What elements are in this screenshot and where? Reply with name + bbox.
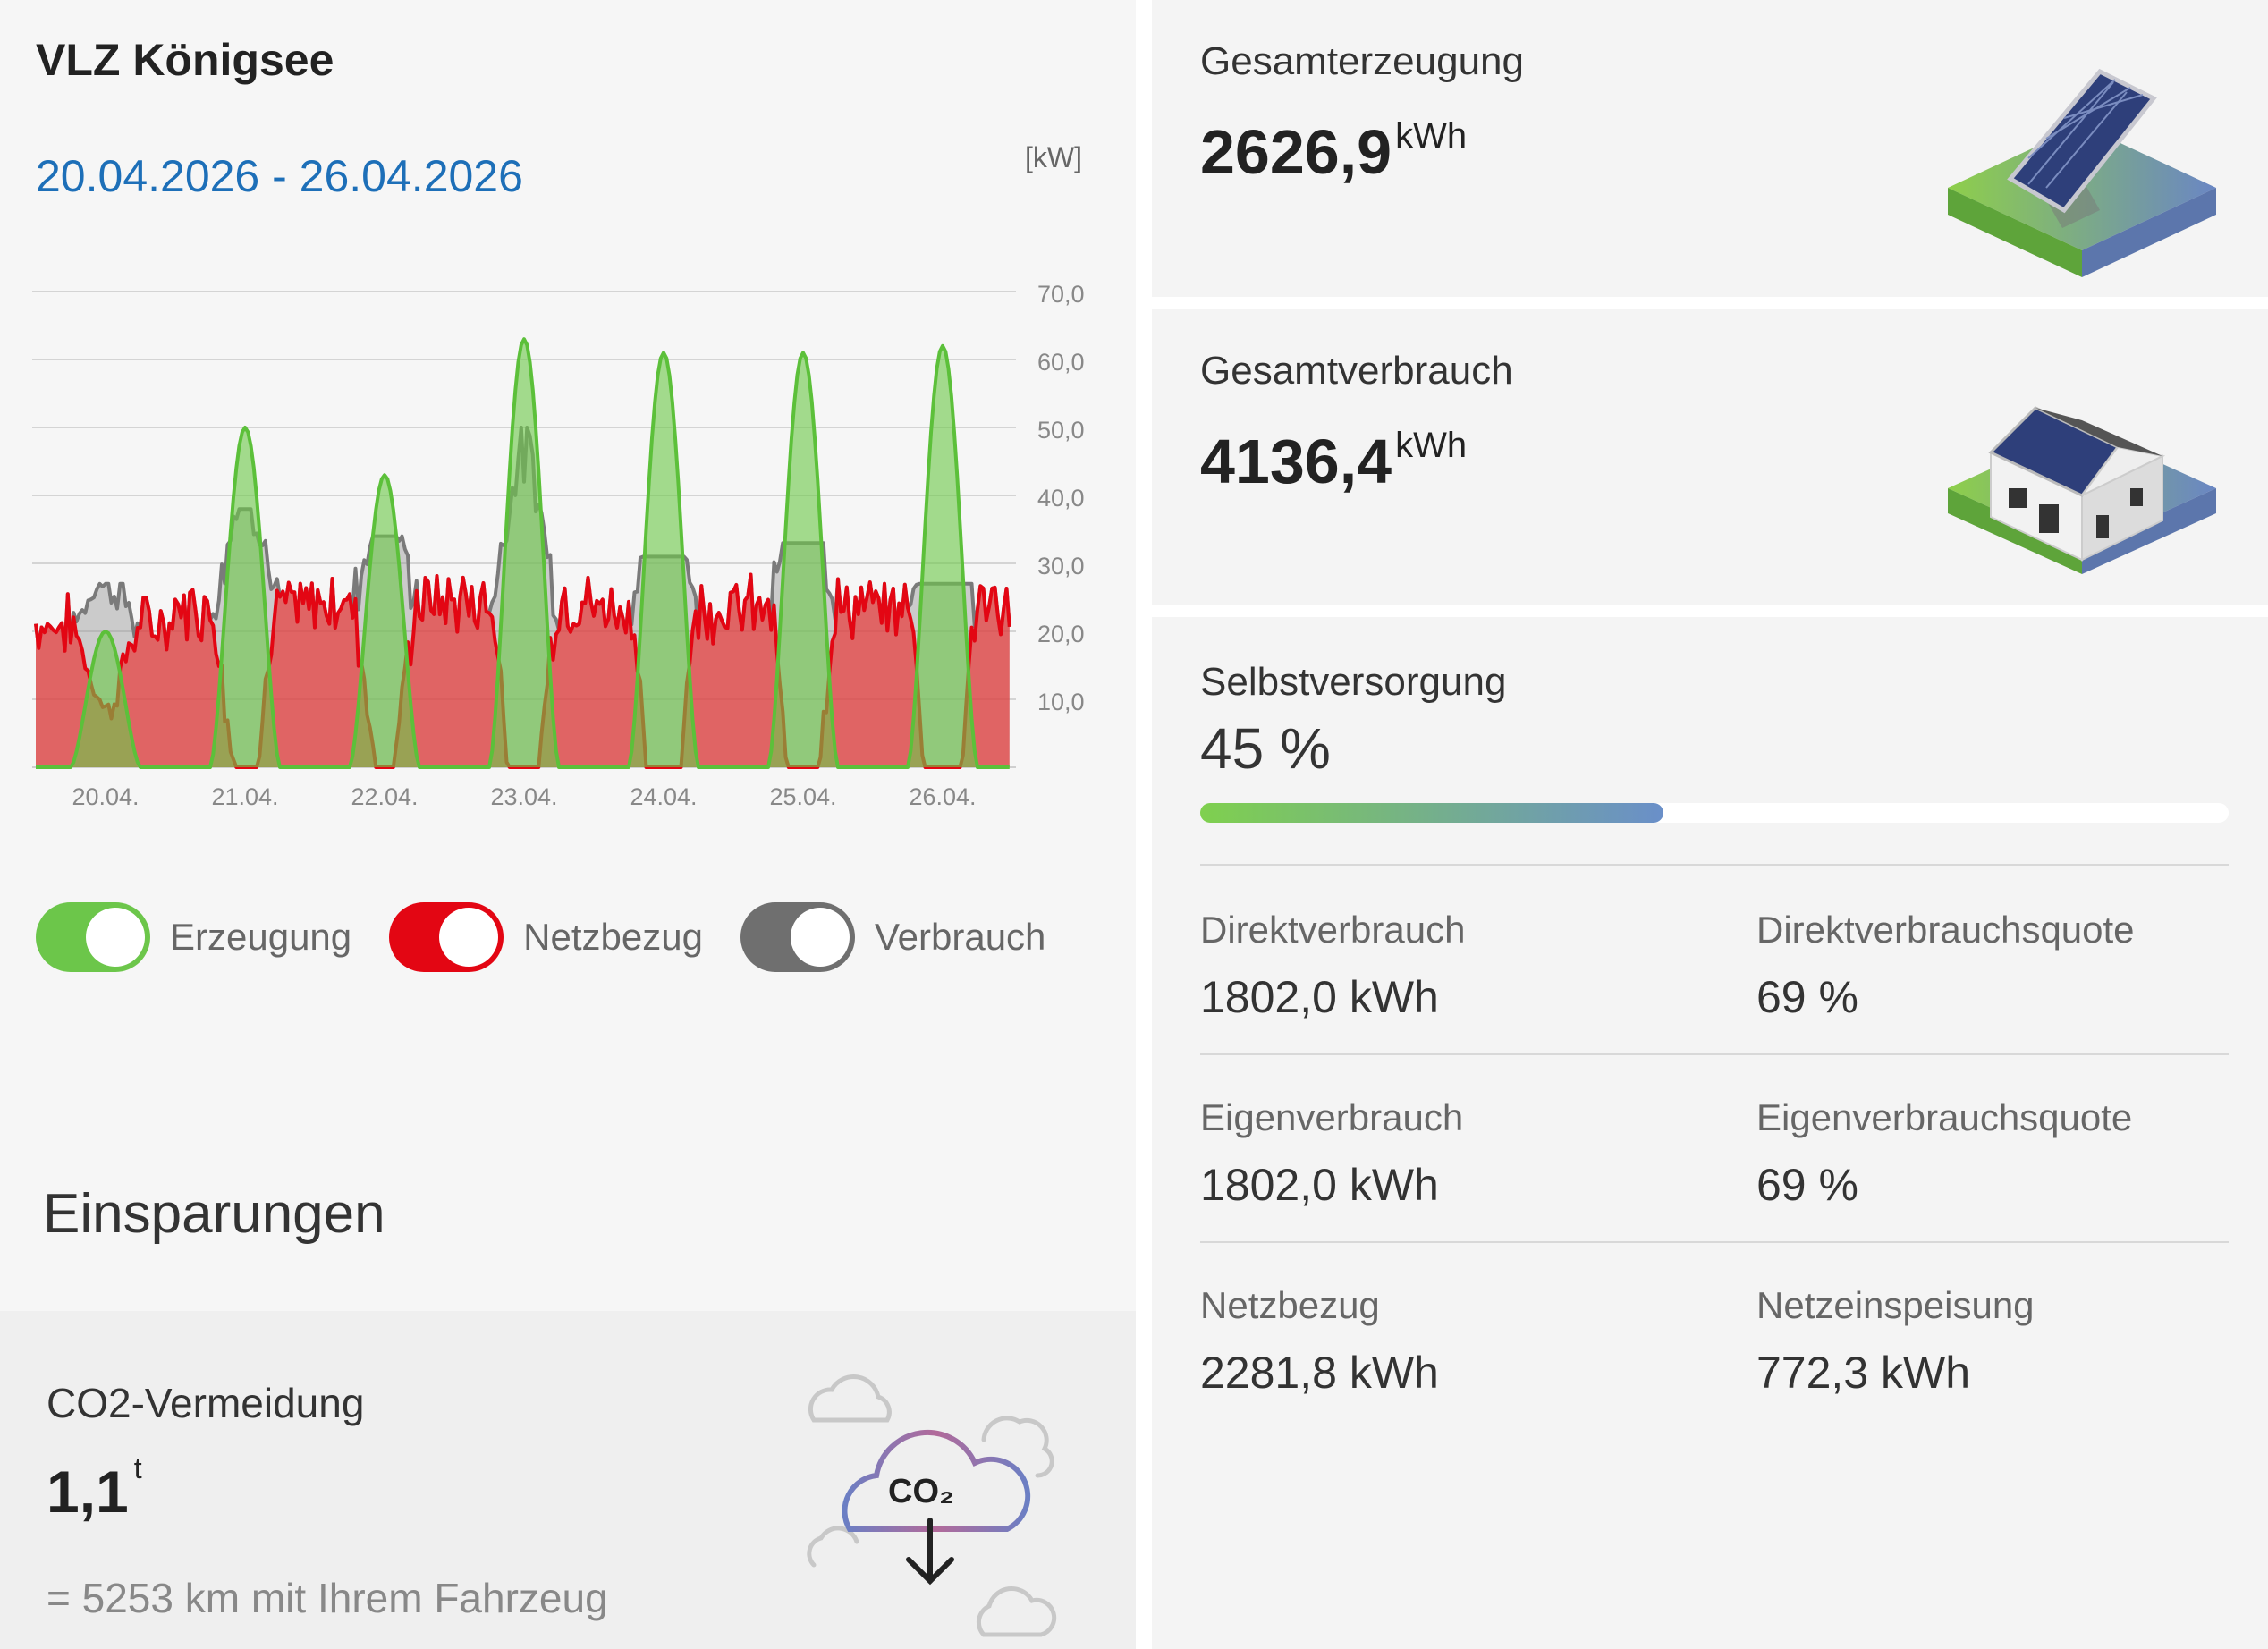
self-supply-value: 45 % — [1200, 716, 1331, 781]
divider — [1200, 1053, 2229, 1055]
date-range[interactable]: 20.04.2026 - 26.04.2026 — [36, 151, 523, 201]
left-panel: VLZ Königsee 20.04.2026 - 26.04.2026 [kW… — [0, 35, 1136, 1649]
x-tick-label: 24.04. — [630, 783, 697, 810]
co2-clouds-icon: CO₂ — [807, 1374, 1057, 1637]
self-supply-progress-bar — [1200, 803, 2229, 823]
y-tick-label: 50,0 — [1037, 417, 1085, 444]
power-chart[interactable]: 70,0 60,0 50,0 40,0 30,0 20,0 10,0 20.04. 21.04… — [0, 259, 1109, 832]
direct-consumption-label: Direktverbrauch — [1200, 909, 1466, 951]
x-tick-label: 26.04. — [909, 783, 976, 810]
y-tick-label: 10,0 — [1037, 689, 1085, 715]
x-tick-label: 25.04. — [769, 783, 836, 810]
co2-equivalent: = 5253 km mit Ihrem Fahrzeug — [47, 1575, 608, 1621]
right-panel: Gesamterzeugung 2626,9 kWh Gesamtverb — [1152, 0, 2268, 1649]
direct-consumption-value: 1802,0 kWh — [1200, 972, 1439, 1022]
legend-label-netzbezug: Netzbezug — [523, 916, 703, 958]
erzeugung-toggle[interactable] — [36, 902, 150, 972]
netzbezug-toggle[interactable] — [389, 902, 504, 972]
co2-unit: t — [133, 1452, 142, 1484]
generation-number: 2626,9 — [1200, 117, 1392, 187]
own-consumption-rate-label: Eigenverbrauchsquote — [1756, 1096, 2133, 1138]
y-tick-label: 60,0 — [1037, 349, 1085, 376]
legend-item-erzeugung[interactable]: Erzeugung — [36, 902, 351, 972]
card-separator — [1152, 297, 2268, 309]
netzbezug-series-area — [36, 574, 1010, 767]
self-supply-title: Selbstversorgung — [1200, 660, 1507, 704]
grid-supply-label: Netzbezug — [1200, 1284, 1380, 1326]
generation-unit: kWh — [1395, 116, 1468, 156]
co2-label: CO₂ — [888, 1473, 954, 1510]
site-title: VLZ Königsee — [36, 35, 334, 85]
generation-card: Gesamterzeugung 2626,9 kWh — [1152, 0, 2268, 297]
y-tick-label: 40,0 — [1037, 485, 1085, 512]
direct-consumption-rate-label: Direktverbrauchsquote — [1756, 909, 2135, 951]
chart-legend: Erzeugung Netzbezug Verbrauch — [36, 901, 1083, 973]
chart-unit-label: [kW] — [1025, 141, 1082, 173]
grid-feed-in-value: 772,3 kWh — [1756, 1348, 1971, 1398]
consumption-title: Gesamtverbrauch — [1200, 349, 1513, 393]
direct-consumption-rate-value: 69 % — [1756, 972, 1858, 1022]
self-supply-progress-fill — [1200, 803, 1663, 823]
consumption-card: Gesamtverbrauch 4136,4 kWh — [1152, 309, 2268, 605]
own-consumption-label: Eigenverbrauch — [1200, 1096, 1464, 1138]
x-tick-label: 21.04. — [211, 783, 278, 810]
legend-item-verbrauch[interactable]: Verbrauch — [740, 902, 1045, 972]
savings-section-title: Einsparungen — [43, 1183, 385, 1245]
own-consumption-rate-value: 69 % — [1756, 1160, 1858, 1210]
co2-value: 1,1 t — [47, 1452, 142, 1526]
legend-item-netzbezug[interactable]: Netzbezug — [389, 902, 703, 972]
generation-value: 2626,9 kWh — [1200, 116, 1467, 188]
co2-title: CO2-Vermeidung — [47, 1380, 365, 1426]
y-tick-label: 20,0 — [1037, 621, 1085, 647]
own-consumption-value: 1802,0 kWh — [1200, 1160, 1439, 1210]
card-separator — [1152, 605, 2268, 617]
consumption-value: 4136,4 kWh — [1200, 426, 1467, 497]
co2-card — [0, 1311, 1136, 1649]
y-tick-label: 30,0 — [1037, 553, 1085, 579]
toggle-knob — [86, 908, 145, 967]
solar-panel-icon — [1948, 68, 2216, 277]
legend-label-verbrauch: Verbrauch — [874, 916, 1046, 958]
divider — [1200, 1241, 2229, 1243]
x-tick-label: 22.04. — [351, 783, 418, 810]
legend-label-erzeugung: Erzeugung — [170, 916, 352, 958]
consumption-unit: kWh — [1395, 426, 1468, 465]
generation-title: Gesamterzeugung — [1200, 39, 1524, 83]
erzeugung-series-area — [36, 339, 1010, 767]
consumption-number: 4136,4 — [1200, 427, 1392, 496]
divider — [1200, 864, 2229, 866]
house-icon — [1948, 406, 2216, 574]
toggle-knob — [790, 908, 850, 967]
co2-number: 1,1 — [47, 1459, 129, 1525]
erzeugung-series-line — [36, 337, 1010, 769]
y-tick-label: 70,0 — [1037, 281, 1085, 308]
toggle-knob — [439, 908, 499, 967]
x-tick-label: 23.04. — [490, 783, 557, 810]
grid-supply-value: 2281,8 kWh — [1200, 1348, 1439, 1398]
grid-feed-in-label: Netzeinspeisung — [1756, 1284, 2035, 1326]
x-tick-label: 20.04. — [72, 783, 139, 810]
verbrauch-toggle[interactable] — [740, 902, 855, 972]
